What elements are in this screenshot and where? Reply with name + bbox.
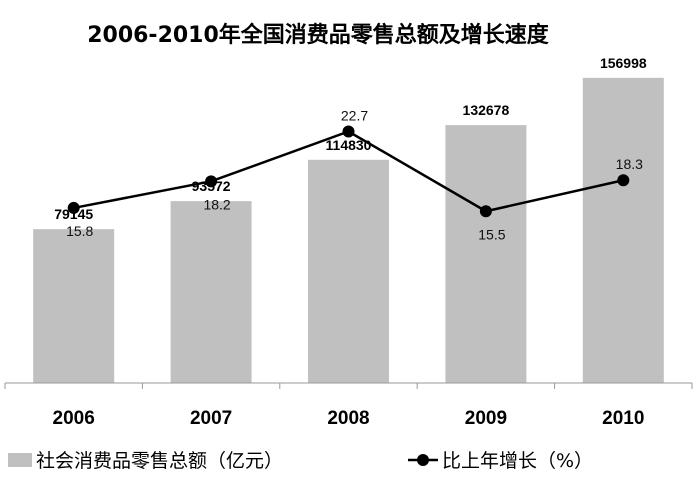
bar-2010 — [582, 77, 664, 383]
growth-point — [67, 201, 80, 214]
bar-value-label: 114830 — [326, 137, 372, 153]
growth-point — [205, 175, 218, 188]
legend-line-label: 比上年增长（%） — [442, 450, 593, 472]
bar-2007 — [170, 201, 252, 383]
legend-bar-swatch — [8, 453, 32, 467]
chart-title: 2006-2010年全国消费品零售总额及增长速度 — [87, 22, 550, 48]
x-tick-label: 2007 — [190, 408, 232, 429]
x-tick-label-group: 2006 2007 2008 2009 2010 — [53, 408, 645, 429]
line-series-group: 15.8 18.2 22.7 15.5 18.3 — [66, 107, 643, 242]
growth-value-label: 15.8 — [66, 223, 93, 239]
bar-value-label: 79145 — [54, 206, 93, 222]
legend: 社会消费品零售总额（亿元） 比上年增长（%） — [8, 450, 593, 472]
bar-2008 — [308, 159, 389, 383]
growth-value-label: 18.2 — [203, 196, 230, 212]
growth-point — [342, 125, 355, 138]
x-tick-group — [4, 383, 693, 389]
x-tick-label: 2006 — [53, 408, 95, 429]
x-tick-label: 2010 — [602, 408, 644, 429]
growth-point — [617, 174, 630, 187]
growth-point — [479, 205, 492, 218]
bar-group — [33, 77, 664, 383]
bar-2009 — [445, 125, 527, 383]
x-tick-label: 2008 — [327, 408, 369, 429]
bar-value-label: 156998 — [600, 55, 647, 71]
growth-value-label: 15.5 — [478, 226, 505, 242]
growth-value-label: 22.7 — [341, 107, 368, 123]
bar-value-label: 132678 — [463, 102, 510, 118]
x-tick-label: 2009 — [465, 408, 507, 429]
legend-bar-label: 社会消费品零售总额（亿元） — [36, 450, 283, 472]
legend-line-marker — [417, 454, 429, 466]
growth-value-label: 18.3 — [616, 156, 643, 172]
bar-2006 — [33, 229, 115, 383]
